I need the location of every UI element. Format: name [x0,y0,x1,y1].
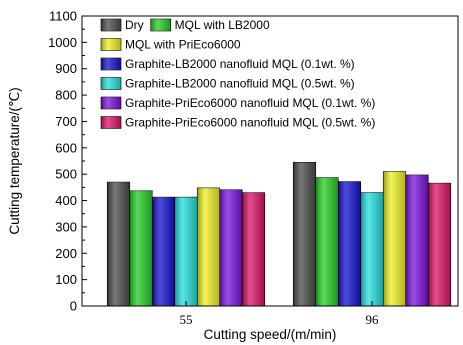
y-axis-title: Cutting temperature/(℃) [7,87,22,234]
y-tick-label: 0 [70,299,77,314]
bar-shading [293,162,316,306]
legend-label: Dry [125,18,144,32]
x-tick-label: 96 [366,312,380,327]
bar-shading [405,174,429,306]
x-axis: 55 96 [180,301,380,327]
legend-swatch-shading [101,58,121,70]
legend-swatch-shading [101,19,121,31]
y-tick-label: 100 [55,272,77,287]
y-tick-label: 400 [55,193,77,208]
bar-shading [315,177,339,306]
bar-shading [360,192,384,306]
bar-shading [129,190,153,306]
legend-label: Graphite-PriEco6000 nanofluid MQL (0.5wt… [125,116,375,130]
x-axis-title: Cutting speed/(m/min) [204,327,337,342]
bar-shading [338,181,361,306]
bar-shading [107,182,130,306]
legend-swatch-shading [150,19,171,31]
legend: Dry MQL with LB2000 MQL with PriEco6000 Gra… [100,18,375,130]
y-tick-label: 600 [55,140,77,155]
legend-swatch-shading [101,38,121,51]
y-tick-label: 200 [55,246,77,261]
bar-shading [197,187,220,306]
legend-label: Graphite-LB2000 nanofluid MQL (0.5wt. %) [125,77,355,91]
y-tick-label: 700 [55,114,77,129]
legend-label: MQL with LB2000 [175,18,270,32]
bar-shading [383,171,406,306]
y-tick-label: 800 [55,88,77,103]
legend-label: Graphite-LB2000 nanofluid MQL (0.1wt. %) [125,57,355,71]
x-tick-label: 55 [180,312,193,327]
legend-swatch-shading [101,97,121,109]
bar-shading [174,197,198,306]
bar-shading [242,192,265,306]
y-axis: 0 100 200 300 400 500 600 700 800 900 1000 1100 [48,9,87,314]
legend-label: Graphite-PriEco6000 nanofluid MQL (0.1wt… [125,96,375,110]
legend-swatch-shading [101,116,121,129]
bar-shading [428,183,451,306]
y-tick-label: 300 [55,219,77,234]
bars-group [106,162,452,307]
bar-shading [219,189,243,306]
legend-swatch-shading [101,77,121,90]
y-tick-label: 900 [55,61,77,76]
legend-label: MQL with PriEco6000 [125,38,241,52]
y-tick-label: 1100 [49,9,77,24]
y-tick-label: 500 [55,167,77,182]
y-tick-label: 1000 [48,35,77,50]
bar-shading [152,197,175,306]
